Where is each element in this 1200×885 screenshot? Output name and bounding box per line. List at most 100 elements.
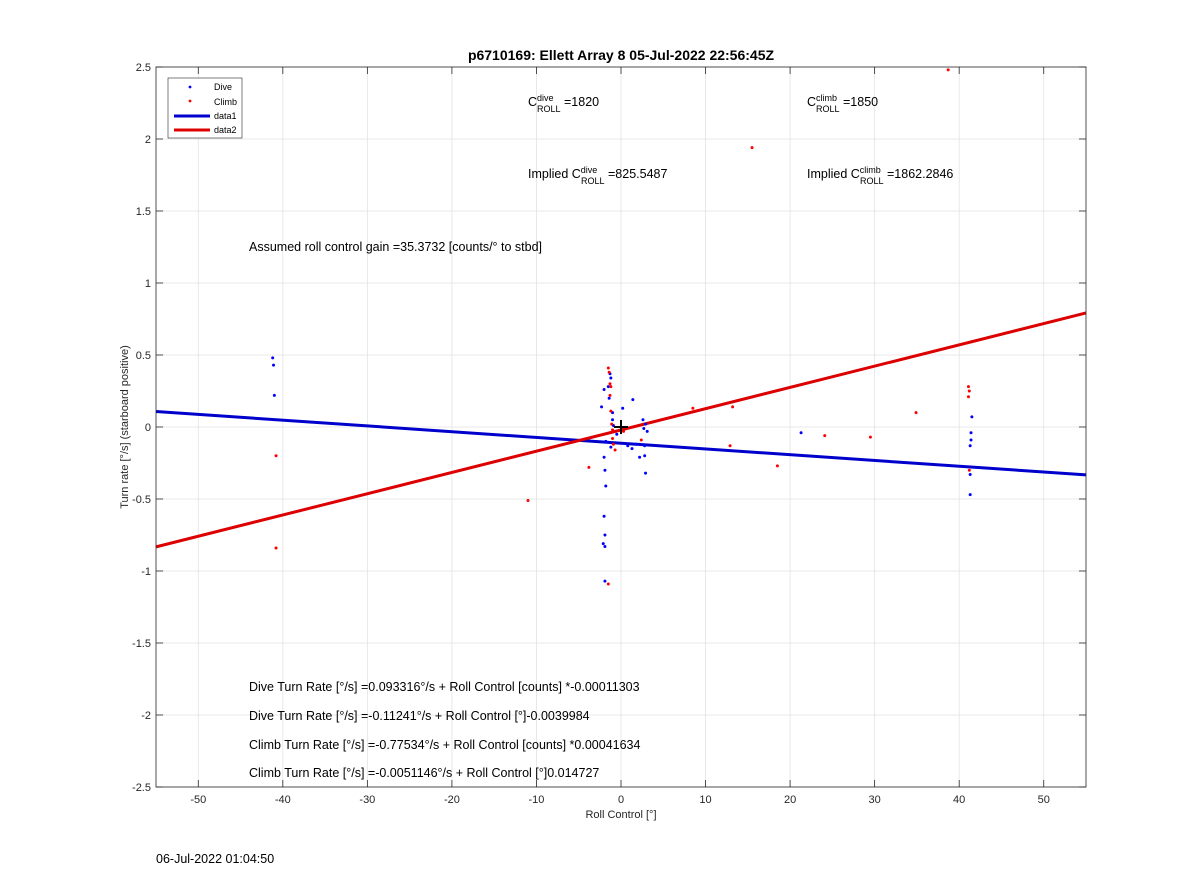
x-tick-label: 0 — [618, 794, 624, 806]
point-dive — [969, 438, 973, 442]
annotation-c-roll-climb-value: =1850 — [840, 95, 879, 109]
point-dive — [609, 445, 613, 449]
x-axis-label: Roll Control [°] — [585, 809, 656, 821]
point-dive — [603, 545, 607, 549]
point-dive — [644, 422, 648, 426]
point-dive — [644, 471, 648, 475]
point-dive — [631, 398, 635, 402]
point-dive — [634, 442, 638, 446]
x-tick-label: 10 — [699, 794, 711, 806]
point-climb — [526, 498, 530, 502]
legend-box — [167, 77, 243, 139]
point-climb — [610, 422, 614, 426]
point-dive — [643, 444, 647, 448]
point-dive — [611, 418, 615, 422]
y-tick-label: -2.5 — [132, 782, 151, 794]
annotation-implied-climb: Implied Cclimb ROLL =1862.2846 — [807, 165, 953, 186]
point-dive — [600, 405, 604, 409]
point-dive — [272, 393, 276, 397]
point-dive — [602, 455, 606, 459]
point-dive — [626, 444, 630, 448]
annotation-implied-climb-prefix: Implied C — [807, 167, 860, 181]
legend-climb-marker — [188, 99, 192, 103]
point-dive — [621, 406, 625, 410]
y-axis-label: Turn rate [°/s] (starboard positive) — [119, 345, 131, 509]
point-dive — [603, 533, 607, 537]
point-dive — [603, 579, 607, 583]
y-tick-label: 1 — [145, 278, 151, 290]
point-climb — [587, 465, 591, 469]
point-dive — [645, 429, 649, 433]
annotation-implied-climb-sup: climb — [860, 165, 881, 175]
y-tick-label: -1 — [141, 566, 151, 578]
y-tick-label: -1.5 — [132, 638, 151, 650]
x-tick-label: -20 — [444, 794, 460, 806]
annotation-equation-2: Dive Turn Rate [°/s] =-0.11241°/s + Roll… — [249, 709, 590, 723]
x-tick-label: -40 — [275, 794, 291, 806]
x-tick-label: 30 — [869, 794, 881, 806]
point-climb — [611, 442, 615, 446]
point-climb — [967, 389, 971, 393]
point-climb — [914, 411, 918, 415]
point-dive — [630, 447, 634, 451]
x-tick-label: 20 — [784, 794, 796, 806]
fit-line-data1 — [155, 410, 1087, 477]
point-climb — [775, 464, 779, 468]
point-climb — [611, 437, 615, 441]
annotation-equation-4: Climb Turn Rate [°/s] =-0.0051146°/s + R… — [249, 766, 599, 780]
point-dive — [601, 542, 605, 546]
point-climb — [609, 409, 613, 413]
annotation-c-roll-dive: Cdive ROLL =1820 — [528, 93, 599, 114]
point-dive — [604, 439, 608, 443]
annotation-c-roll-dive-value: =1820 — [561, 95, 600, 109]
y-tick-label: 2.5 — [136, 62, 151, 74]
annotation-implied-dive-sup: dive — [581, 165, 598, 175]
legend-data2-label: data2 — [214, 125, 237, 135]
point-dive — [968, 473, 972, 477]
legend-dive-marker — [188, 85, 192, 89]
point-climb — [609, 385, 613, 389]
axis-ticks: -50 -40 -30 -20 -10 0 10 20 30 40 50-2.5-2-1.5-1-0… — [132, 62, 1086, 806]
point-climb — [966, 395, 970, 399]
x-tick-label: -30 — [359, 794, 375, 806]
point-climb — [823, 434, 827, 438]
point-climb — [967, 468, 971, 472]
point-climb — [728, 444, 732, 448]
y-tick-label: -2 — [141, 710, 151, 722]
point-climb — [622, 429, 626, 433]
point-dive — [638, 455, 642, 459]
annotation-roll-gain: Assumed roll control gain =35.3732 [coun… — [249, 240, 542, 254]
annotation-implied-dive-sub: ROLL — [581, 176, 605, 186]
annotation-equation-1: Dive Turn Rate [°/s] =0.093316°/s + Roll… — [249, 680, 640, 694]
annotation-implied-climb-value: =1862.2846 — [884, 167, 954, 181]
annotation-c-roll-climb-base: C — [807, 95, 816, 109]
annotation-implied-dive-value: =825.5487 — [605, 167, 668, 181]
point-climb — [608, 393, 612, 397]
annotation-c-roll-climb-sub: ROLL — [816, 104, 840, 114]
point-climb — [607, 370, 611, 374]
point-dive — [643, 454, 647, 458]
point-dive — [609, 376, 613, 380]
legend-data1-label: data1 — [214, 111, 237, 121]
point-climb — [613, 448, 617, 452]
point-dive — [641, 418, 645, 422]
point-climb — [606, 582, 610, 586]
point-climb — [750, 146, 754, 150]
x-tick-label: -10 — [529, 794, 545, 806]
x-tick-label: 50 — [1038, 794, 1050, 806]
point-dive — [602, 388, 606, 392]
y-tick-label: 1.5 — [136, 206, 151, 218]
point-climb — [946, 68, 950, 72]
annotation-c-roll-climb: Cclimb ROLL =1850 — [807, 93, 878, 114]
annotation-equation-3: Climb Turn Rate [°/s] =-0.77534°/s + Rol… — [249, 738, 641, 752]
annotation-c-roll-dive-base: C — [528, 95, 537, 109]
annotation-implied-dive: Implied Cdive ROLL =825.5487 — [528, 165, 667, 186]
timestamp: 06-Jul-2022 01:04:50 — [156, 852, 275, 866]
y-tick-label: 0.5 — [136, 350, 151, 362]
point-dive — [604, 484, 608, 488]
y-tick-label: -0.5 — [132, 494, 151, 506]
x-tick-label: 40 — [953, 794, 965, 806]
y-tick-label: 2 — [145, 134, 151, 146]
annotation-c-roll-dive-sub: ROLL — [537, 104, 561, 114]
